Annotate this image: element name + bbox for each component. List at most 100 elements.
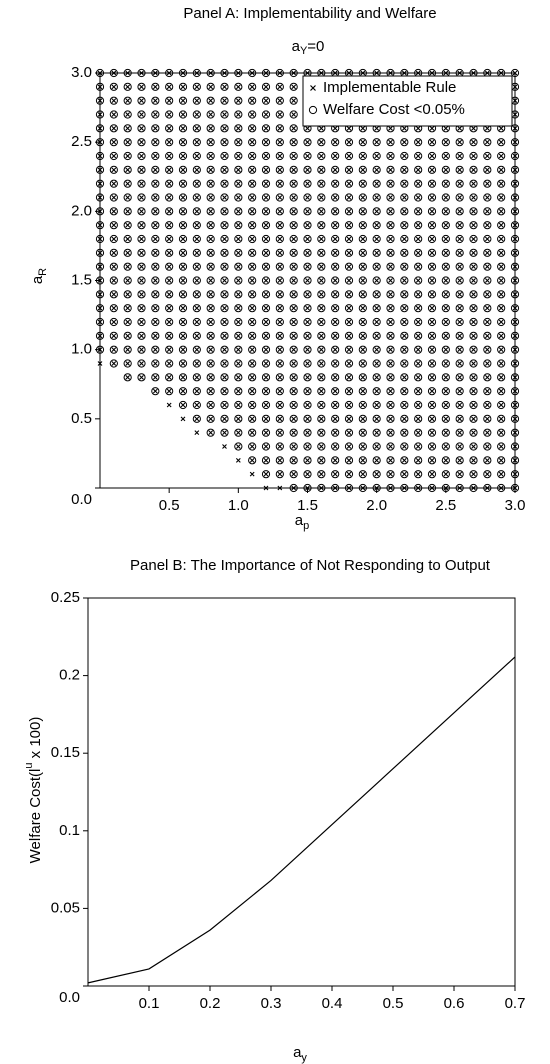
implementable-marker [346,485,352,491]
implementable-marker [152,139,158,145]
welfare-marker [303,165,312,174]
welfare-marker [510,456,520,465]
implementable-marker [235,361,241,366]
welfare-marker [372,248,381,257]
welfare-marker [483,262,492,271]
implementable-marker [346,305,352,311]
implementable-marker [360,236,366,242]
welfare-marker [192,96,201,105]
welfare-marker [95,82,105,91]
welfare-marker [151,359,160,368]
welfare-marker [303,262,312,271]
welfare-marker [469,331,478,340]
welfare-marker [178,124,188,133]
implementable-marker [374,361,380,366]
implementable-marker [111,347,117,353]
legend-symbol [310,85,316,91]
welfare-marker [441,262,450,271]
implementable-marker [166,139,172,145]
welfare-marker [248,82,257,91]
implementable-marker [318,236,324,242]
implementable-marker [125,125,131,131]
welfare-marker [483,248,492,257]
implementable-marker [429,361,435,366]
implementable-marker [291,388,297,394]
welfare-marker [455,456,464,465]
welfare-marker [344,400,354,410]
implementable-marker [318,70,324,76]
implementable-marker [208,98,214,104]
welfare-marker [303,414,312,423]
implementable-marker [484,485,490,491]
implementable-marker [484,139,490,145]
implementable-marker [249,153,255,159]
implementable-marker [263,125,269,131]
implementable-marker [332,430,338,436]
welfare-marker [109,207,118,216]
implementable-marker [125,333,131,339]
implementable-marker [194,84,200,90]
implementable-marker [208,167,214,173]
welfare-marker [317,400,326,410]
welfare-marker [427,193,437,202]
implementable-marker [263,236,269,242]
implementable-marker [332,139,338,145]
welfare-marker [234,428,243,437]
implementable-marker [111,98,117,104]
welfare-marker [331,138,340,147]
implementable-marker [263,305,269,311]
welfare-marker [483,179,492,188]
welfare-marker [372,290,381,299]
welfare-marker [372,276,381,285]
welfare-marker [151,234,160,244]
implementable-marker [512,416,518,422]
implementable-marker [388,416,393,422]
welfare-marker [344,373,354,382]
welfare-marker [137,151,146,161]
implementable-marker [125,236,131,242]
implementable-marker [429,430,435,436]
welfare-marker [95,317,105,327]
implementable-marker [125,139,131,145]
implementable-marker [152,208,158,214]
implementable-marker [277,153,283,159]
implementable-marker [401,319,407,325]
welfare-marker [248,387,257,396]
welfare-marker [137,359,146,368]
implementable-marker [194,333,200,339]
welfare-marker [414,248,423,257]
welfare-marker [165,179,174,188]
welfare-marker [275,138,284,147]
welfare-marker [427,345,437,354]
implementable-marker [208,125,214,131]
welfare-marker [234,207,243,216]
welfare-marker [248,345,257,354]
welfare-marker [483,304,492,313]
welfare-marker [344,290,354,299]
implementable-marker [305,361,310,366]
welfare-marker [275,414,284,423]
welfare-marker [165,110,174,119]
implementable-marker [194,388,200,394]
implementable-marker [471,457,476,463]
implementable-marker [277,264,283,270]
welfare-marker [497,373,506,382]
implementable-marker [139,70,144,76]
implementable-marker [291,222,297,228]
welfare-marker [372,345,381,354]
welfare-marker [331,442,340,451]
welfare-marker [123,262,132,271]
welfare-marker [137,262,146,271]
implementable-marker [429,457,435,463]
implementable-marker [235,278,241,283]
implementable-marker [152,195,158,200]
welfare-marker [192,124,201,133]
implementable-marker [360,70,366,76]
implementable-marker [277,278,283,283]
welfare-marker [372,207,381,216]
implementable-marker [139,347,144,353]
implementable-marker [360,361,366,366]
welfare-marker [469,345,478,354]
implementable-marker [484,388,490,394]
welfare-marker [483,387,492,396]
